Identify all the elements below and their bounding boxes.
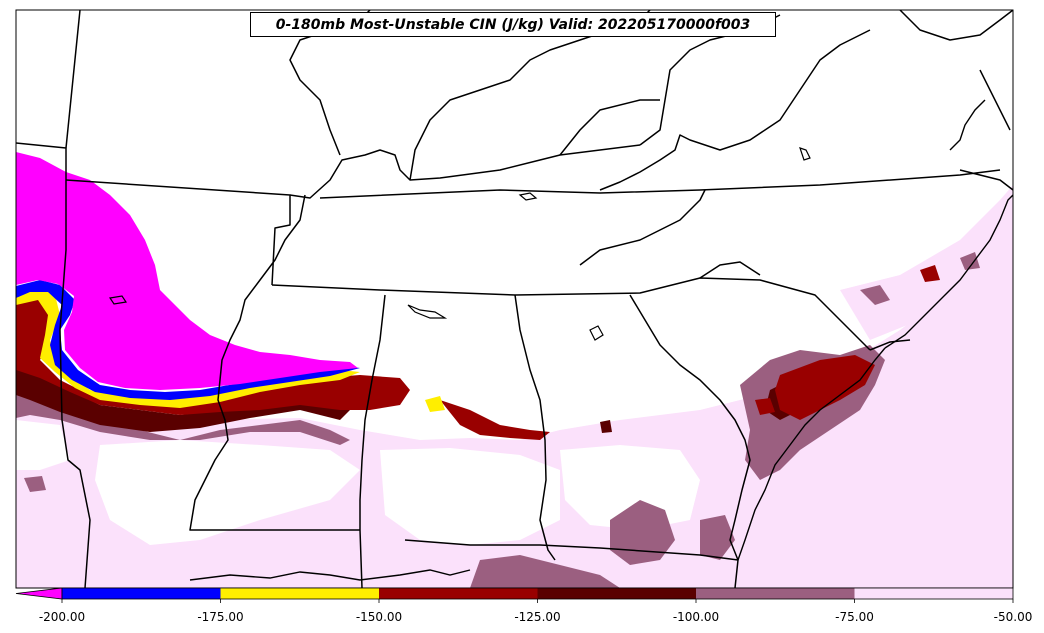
cin-band-red	[16, 265, 940, 440]
colorbar-bin-0	[62, 588, 221, 599]
lakes	[108, 147, 811, 341]
cin-band-blue	[16, 280, 360, 400]
colorbar-tick-label-1: -175.00	[197, 610, 244, 624]
map-title: 0-180mb Most-Unstable CIN (J/kg) Valid: …	[275, 16, 751, 33]
state-boundaries	[16, 10, 1013, 588]
colorbar	[15, 587, 1014, 603]
colorbar-tick-label-2: -150.00	[355, 610, 403, 624]
cin-band-magenta	[16, 152, 358, 390]
colorbar-bin-2	[379, 588, 538, 599]
colorbar-tick-label-3: -125.00	[514, 610, 561, 624]
coastline	[189, 99, 1013, 581]
colorbar-bin-1	[220, 588, 379, 599]
colorbar-tick-label-4: -100.00	[672, 610, 720, 624]
cin-band-yellow	[16, 285, 445, 412]
colorbar-tick-label-5: -75.00	[835, 610, 874, 624]
title-box: 0-180mb Most-Unstable CIN (J/kg) Valid: …	[250, 12, 776, 37]
colorbar-tick-label-6: -50.00	[993, 610, 1033, 624]
colorbar-bin-3	[537, 588, 696, 599]
cin-band-clear-areas	[16, 420, 700, 545]
colorbar-tick-label-0: -200.00	[38, 610, 86, 624]
colorbar-extend-min	[15, 587, 63, 600]
colorbar-bin-4	[696, 588, 855, 599]
colorbar-bin-5	[854, 588, 1013, 599]
field-layer	[16, 152, 1013, 588]
